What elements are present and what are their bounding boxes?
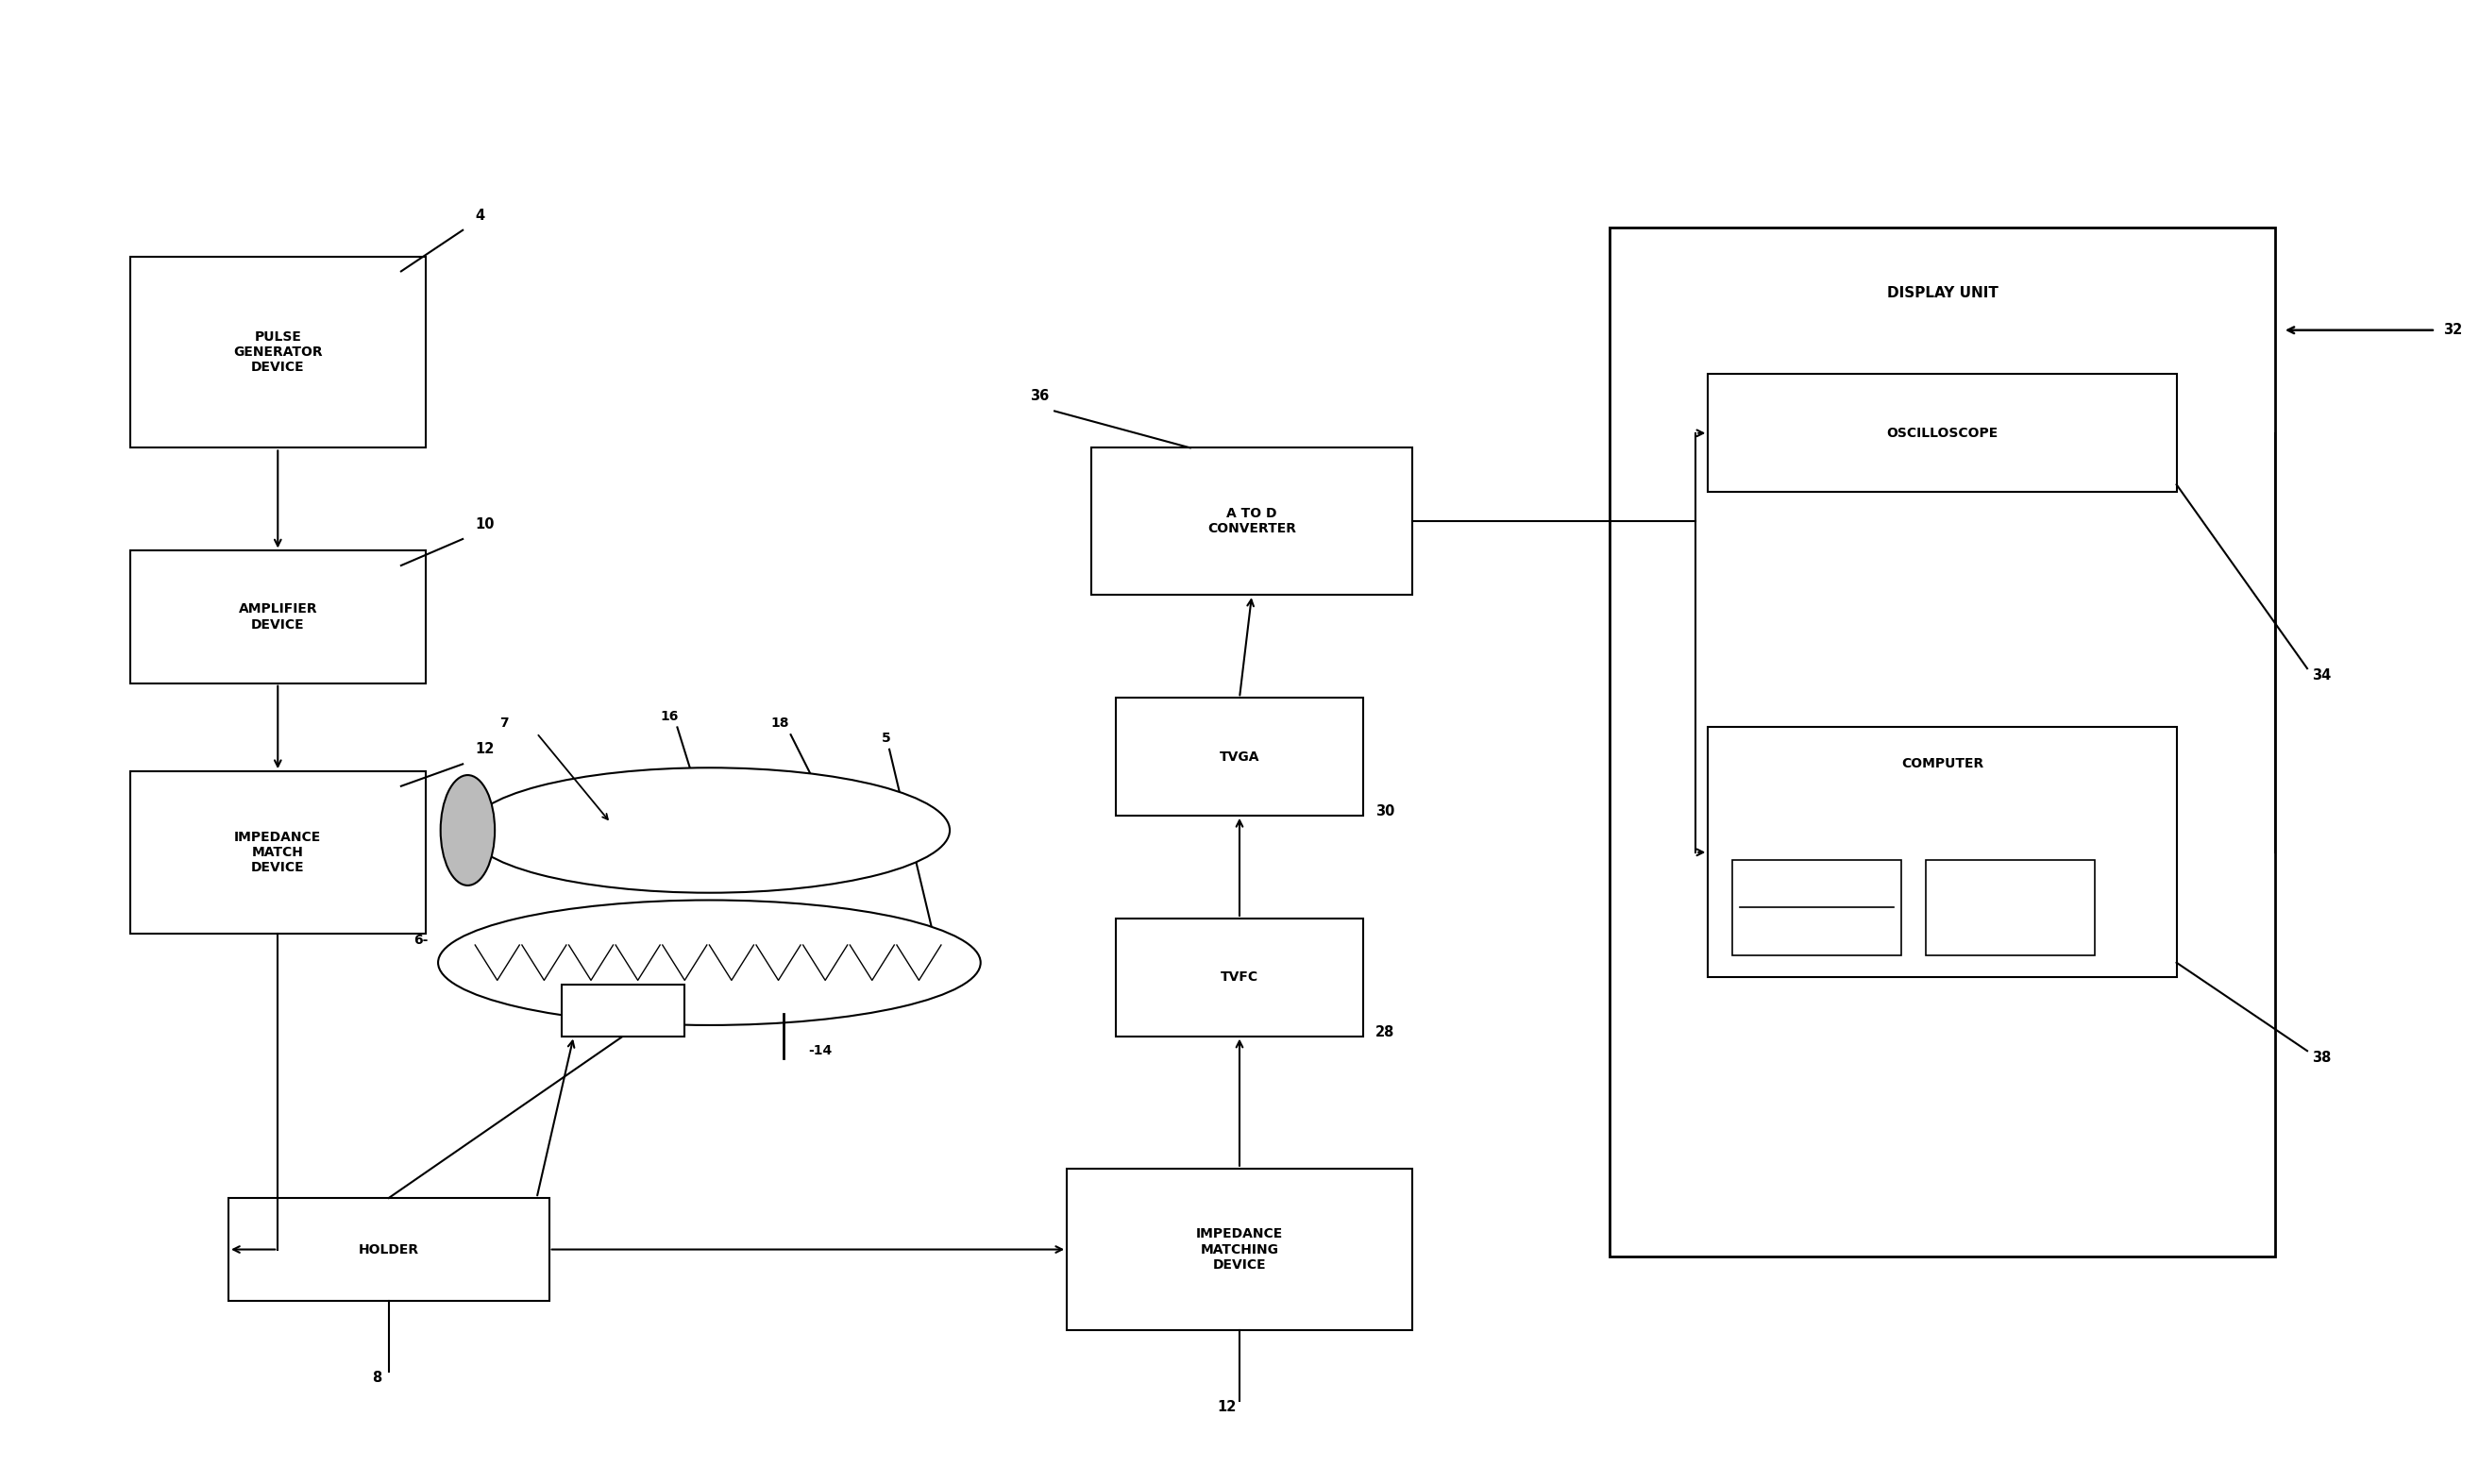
Ellipse shape [439, 901, 982, 1025]
Text: 34: 34 [2313, 669, 2330, 683]
Text: 12: 12 [476, 742, 493, 757]
Text: 7: 7 [501, 717, 508, 730]
Text: IMPEDANCE
MATCH
DEVICE: IMPEDANCE MATCH DEVICE [233, 831, 322, 874]
Text: 30: 30 [1376, 804, 1393, 818]
Text: 4: 4 [476, 208, 483, 223]
Bar [1708, 727, 2177, 978]
Text: 18: 18 [771, 717, 788, 730]
Text: TVGA: TVGA [1220, 749, 1259, 763]
Text: 10: 10 [476, 518, 493, 531]
Text: 8: 8 [372, 1371, 382, 1385]
Bar [560, 985, 684, 1036]
Text: PULSE
GENERATOR
DEVICE: PULSE GENERATOR DEVICE [233, 331, 322, 374]
Bar [1116, 919, 1363, 1036]
Text: 12: 12 [1217, 1399, 1237, 1414]
Text: DISPLAY UNIT: DISPLAY UNIT [1887, 286, 1998, 300]
Text: TVFC: TVFC [1220, 971, 1259, 984]
Text: 36: 36 [1029, 389, 1049, 404]
Bar [1116, 697, 1363, 816]
Text: AMPLIFIER
DEVICE: AMPLIFIER DEVICE [238, 603, 317, 631]
Text: 6-: 6- [414, 933, 429, 947]
Bar [1091, 448, 1413, 595]
Bar [1066, 1168, 1413, 1330]
Bar [129, 772, 426, 933]
Text: 38: 38 [2313, 1051, 2330, 1066]
Text: 32: 32 [2442, 324, 2462, 337]
Text: 5: 5 [883, 732, 890, 745]
Bar [228, 1198, 548, 1301]
Text: HOLDER: HOLDER [359, 1242, 419, 1255]
Bar [129, 551, 426, 683]
Text: IMPEDANCE
MATCHING
DEVICE: IMPEDANCE MATCHING DEVICE [1195, 1227, 1284, 1272]
Bar [1708, 374, 2177, 493]
Bar [1609, 227, 2276, 1257]
Text: COMPUTER: COMPUTER [1901, 757, 1983, 770]
Text: A TO D
CONVERTER: A TO D CONVERTER [1207, 508, 1297, 536]
Text: 28: 28 [1376, 1025, 1393, 1039]
Bar [1733, 859, 1901, 956]
Text: OSCILLOSCOPE: OSCILLOSCOPE [1887, 426, 1998, 439]
Ellipse shape [469, 767, 949, 893]
Text: -14: -14 [808, 1045, 833, 1058]
Bar [1926, 859, 2095, 956]
Bar [129, 257, 426, 448]
Ellipse shape [441, 775, 496, 886]
Text: 16: 16 [659, 709, 679, 723]
